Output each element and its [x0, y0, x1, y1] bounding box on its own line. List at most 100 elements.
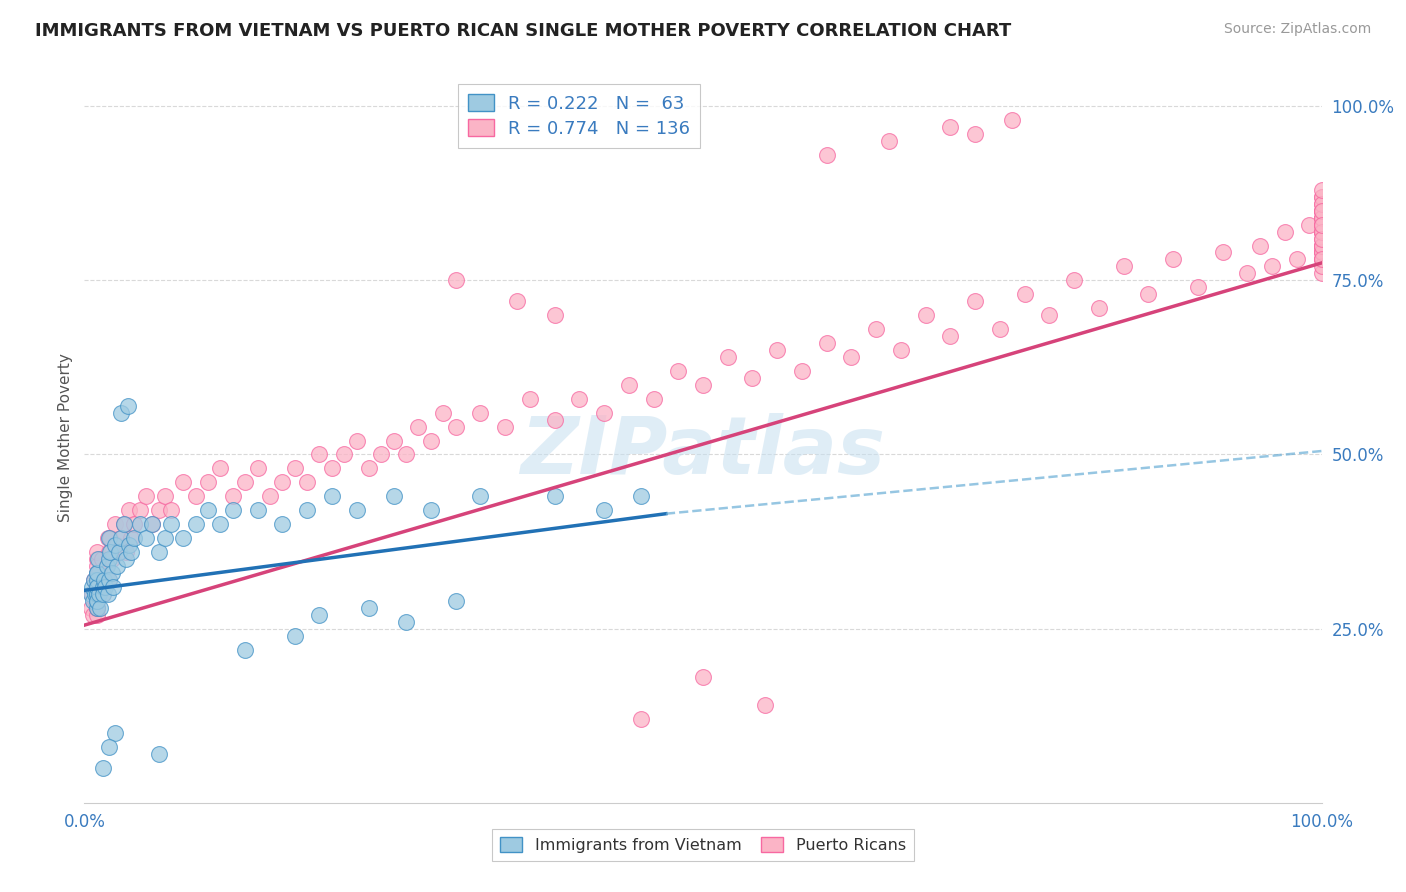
Point — [129, 503, 152, 517]
Point — [1236, 266, 1258, 280]
Point — [444, 419, 467, 434]
Point — [86, 566, 108, 580]
Point — [86, 580, 108, 594]
Point — [89, 587, 111, 601]
Point — [815, 148, 838, 162]
Point — [91, 580, 114, 594]
Point — [91, 761, 114, 775]
Point — [1137, 287, 1160, 301]
Point — [593, 406, 616, 420]
Point — [914, 308, 936, 322]
Point — [233, 475, 256, 490]
Point — [346, 434, 368, 448]
Point — [87, 552, 110, 566]
Point — [308, 607, 330, 622]
Point — [519, 392, 541, 406]
Point — [1310, 238, 1333, 252]
Point — [408, 419, 430, 434]
Point — [1310, 260, 1333, 274]
Point — [209, 461, 232, 475]
Point — [568, 392, 591, 406]
Point — [1298, 218, 1320, 232]
Point — [643, 392, 665, 406]
Point — [308, 448, 330, 462]
Point — [80, 580, 103, 594]
Point — [246, 503, 269, 517]
Point — [506, 294, 529, 309]
Point — [97, 587, 120, 601]
Point — [1310, 231, 1333, 245]
Point — [333, 448, 356, 462]
Point — [86, 600, 108, 615]
Point — [444, 273, 467, 287]
Point — [148, 747, 170, 761]
Point — [1310, 203, 1333, 218]
Point — [86, 587, 108, 601]
Point — [630, 712, 652, 726]
Point — [543, 308, 565, 322]
Point — [104, 517, 127, 532]
Point — [97, 531, 120, 545]
Point — [86, 566, 108, 580]
Point — [86, 587, 108, 601]
Point — [1310, 203, 1333, 218]
Point — [1161, 252, 1184, 267]
Point — [86, 558, 108, 573]
Point — [79, 587, 101, 601]
Point — [86, 545, 108, 559]
Point — [939, 329, 962, 343]
Point — [184, 489, 207, 503]
Point — [271, 517, 294, 532]
Point — [84, 587, 107, 601]
Point — [118, 503, 141, 517]
Point — [98, 545, 121, 559]
Point — [494, 419, 516, 434]
Point — [395, 448, 418, 462]
Point — [988, 322, 1011, 336]
Point — [86, 594, 108, 608]
Point — [153, 489, 176, 503]
Point — [692, 377, 714, 392]
Point — [209, 517, 232, 532]
Point — [89, 600, 111, 615]
Point — [86, 552, 108, 566]
Point — [98, 573, 121, 587]
Point — [184, 517, 207, 532]
Point — [115, 545, 138, 559]
Point — [1310, 238, 1333, 252]
Point — [890, 343, 912, 357]
Point — [115, 552, 138, 566]
Point — [965, 127, 987, 141]
Point — [86, 594, 108, 608]
Point — [98, 531, 121, 545]
Point — [89, 566, 111, 580]
Point — [1310, 245, 1333, 260]
Point — [110, 531, 132, 545]
Point — [1310, 211, 1333, 225]
Point — [153, 531, 176, 545]
Point — [754, 698, 776, 713]
Point — [321, 461, 343, 475]
Point — [100, 566, 122, 580]
Point — [105, 538, 128, 552]
Point — [395, 615, 418, 629]
Point — [1310, 190, 1333, 204]
Point — [630, 489, 652, 503]
Point — [1249, 238, 1271, 252]
Point — [1310, 225, 1333, 239]
Point — [1310, 183, 1333, 197]
Point — [1310, 231, 1333, 245]
Point — [1038, 308, 1060, 322]
Point — [82, 607, 104, 622]
Point — [321, 489, 343, 503]
Point — [815, 336, 838, 351]
Point — [83, 573, 105, 587]
Point — [382, 434, 405, 448]
Point — [86, 587, 108, 601]
Point — [284, 629, 307, 643]
Point — [98, 552, 121, 566]
Text: Source: ZipAtlas.com: Source: ZipAtlas.com — [1223, 22, 1371, 37]
Legend: Immigrants from Vietnam, Puerto Ricans: Immigrants from Vietnam, Puerto Ricans — [492, 829, 914, 861]
Point — [96, 558, 118, 573]
Point — [122, 531, 145, 545]
